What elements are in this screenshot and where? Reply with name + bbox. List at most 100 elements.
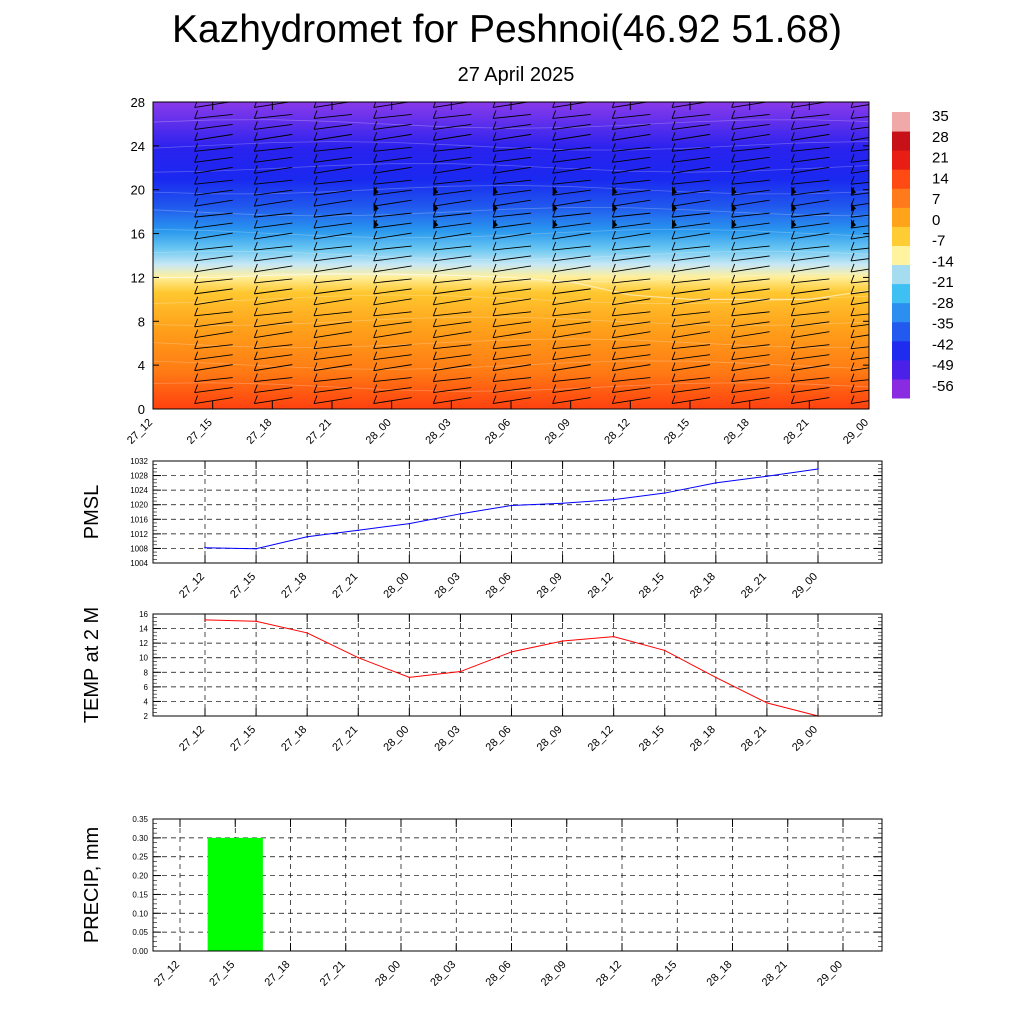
wind-barb-flag bbox=[253, 252, 258, 262]
colorbar-cell bbox=[892, 312, 910, 323]
wind-barb-flag bbox=[552, 395, 557, 404]
wind-barb-pennant bbox=[373, 219, 379, 229]
panel-frame bbox=[152, 460, 883, 564]
wind-barb-flag bbox=[313, 362, 318, 371]
x-tick-label: 28_03 bbox=[432, 724, 462, 754]
wind-barb-flag bbox=[373, 274, 378, 284]
wind-barb-flag bbox=[194, 362, 199, 371]
wind-barb bbox=[254, 199, 293, 207]
heatmap-y-tick-label: 20 bbox=[131, 183, 145, 198]
x-tick-label: 28_06 bbox=[484, 571, 514, 601]
wind-barb bbox=[433, 156, 472, 163]
wind-barb bbox=[194, 311, 233, 317]
wind-barb bbox=[671, 298, 711, 306]
wind-barb bbox=[433, 278, 472, 284]
wind-barb bbox=[850, 346, 869, 350]
page-subtitle: 27 April 2025 bbox=[457, 64, 575, 86]
wind-barb bbox=[373, 397, 412, 404]
data-point bbox=[766, 475, 768, 478]
heatmap-x-tick-label: 28_21 bbox=[781, 417, 811, 447]
wind-barb bbox=[671, 232, 711, 240]
wind-barb-flag bbox=[432, 241, 437, 251]
wind-barb-flag bbox=[552, 176, 557, 185]
wind-barb-flag bbox=[373, 340, 378, 349]
x-tick-label: 28_12 bbox=[594, 959, 624, 989]
wind-barb bbox=[373, 166, 412, 174]
wind-barb-flag bbox=[731, 176, 736, 185]
wind-barb bbox=[791, 364, 830, 372]
wind-barb bbox=[433, 364, 472, 372]
wind-barb bbox=[254, 113, 293, 119]
wind-barb bbox=[373, 331, 412, 339]
data-point bbox=[612, 635, 615, 638]
data-point bbox=[408, 676, 411, 679]
colorbar-label: -35 bbox=[932, 316, 954, 333]
wind-barb-flag bbox=[194, 132, 199, 141]
wind-barb bbox=[671, 156, 711, 163]
wind-barb bbox=[850, 214, 869, 218]
y-tick-label: 1008 bbox=[130, 544, 148, 553]
wind-barb bbox=[254, 232, 293, 240]
wind-barb bbox=[492, 331, 532, 339]
wind-barb bbox=[254, 123, 293, 130]
wind-barb bbox=[791, 354, 830, 361]
wind-barb-flag bbox=[790, 340, 795, 349]
wind-barb bbox=[671, 255, 711, 262]
wind-barb bbox=[552, 123, 591, 130]
data-point bbox=[306, 535, 308, 538]
wind-barb bbox=[612, 232, 651, 240]
wind-barb-flag bbox=[492, 351, 497, 360]
wind-barb bbox=[373, 133, 412, 141]
wind-barb bbox=[433, 222, 472, 229]
wind-barb bbox=[791, 123, 830, 130]
y-tick-label: 10 bbox=[139, 654, 148, 663]
data-point bbox=[255, 620, 257, 623]
wind-barb-flag bbox=[731, 351, 736, 360]
wind-barb-flag bbox=[790, 263, 795, 273]
wind-barb-flag bbox=[373, 208, 378, 218]
x-tick-label: 28_09 bbox=[539, 959, 569, 989]
wind-barb-flag bbox=[552, 154, 557, 163]
wind-barb bbox=[552, 331, 591, 339]
wind-barb-flag bbox=[552, 329, 557, 338]
wind-barb-flag bbox=[492, 132, 497, 141]
wind-barb bbox=[612, 288, 651, 295]
wind-barb-flag bbox=[671, 143, 676, 152]
y-tick-label: 12 bbox=[139, 639, 148, 648]
wind-barb bbox=[791, 179, 830, 185]
wind-barb bbox=[850, 169, 869, 174]
wind-barb-flag bbox=[850, 395, 855, 404]
wind-barb bbox=[313, 232, 353, 240]
wind-barb bbox=[492, 189, 532, 196]
wind-barb bbox=[194, 245, 233, 251]
wind-barb bbox=[313, 288, 353, 295]
wind-barb-flag bbox=[671, 252, 676, 262]
wind-barb-pennant bbox=[612, 186, 618, 196]
wind-barb-flag bbox=[671, 329, 676, 338]
colorbar-cell bbox=[892, 274, 910, 285]
x-tick-label: 29_00 bbox=[815, 959, 845, 989]
wind-barb bbox=[731, 311, 770, 317]
wind-barb bbox=[254, 397, 293, 404]
wind-barb-flag bbox=[790, 318, 795, 327]
wind-barb-flag bbox=[850, 340, 855, 349]
wind-barb bbox=[373, 222, 412, 229]
wind-barb-flag bbox=[671, 384, 676, 393]
wind-barb bbox=[671, 212, 711, 218]
data-point bbox=[561, 640, 564, 642]
wind-barb-pennant bbox=[791, 202, 797, 212]
wind-barb bbox=[373, 189, 412, 196]
heatmap-x-tick-label: 28_12 bbox=[602, 417, 632, 447]
wind-barb-flag bbox=[671, 230, 676, 240]
wind-barb bbox=[850, 181, 869, 185]
wind-barb bbox=[671, 331, 711, 339]
wind-barb-pennant bbox=[433, 186, 439, 196]
colorbar-cell bbox=[892, 207, 910, 218]
wind-barb bbox=[194, 321, 233, 328]
wind-barb bbox=[731, 113, 770, 119]
wind-barb bbox=[552, 298, 591, 306]
heatmap-x-tick-label: 28_06 bbox=[483, 417, 513, 447]
wind-barb-flag bbox=[671, 110, 676, 119]
wind-barb-flag bbox=[253, 219, 258, 229]
x-tick-label: 28_00 bbox=[381, 724, 411, 754]
